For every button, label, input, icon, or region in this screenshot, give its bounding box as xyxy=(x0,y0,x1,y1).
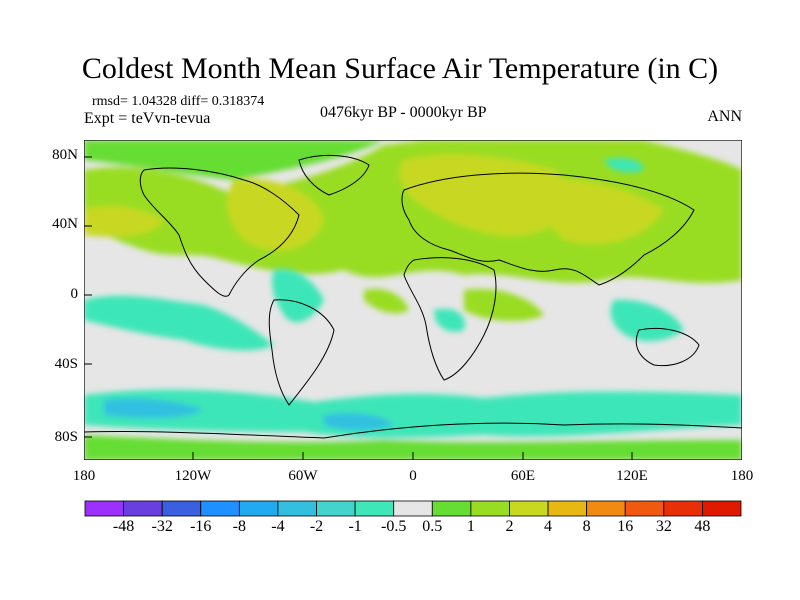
colorbar-label: -0.5 xyxy=(381,518,407,535)
colorbar-label: -48 xyxy=(112,518,135,535)
colorbar-swatch xyxy=(84,500,124,517)
warm-anomaly-fields xyxy=(84,140,742,322)
colorbar-swatch xyxy=(238,500,279,517)
colorbar-swatch xyxy=(431,500,472,517)
colorbar-label: 0.5 xyxy=(422,518,443,535)
north-america-outline xyxy=(139,167,300,297)
colorbar-swatch xyxy=(470,500,510,517)
colorbar-swatch xyxy=(624,500,665,517)
colorbar-swatch xyxy=(200,500,240,517)
australia-outline xyxy=(635,327,700,367)
lon-tick-60e: 60E xyxy=(510,468,536,484)
colorbar-swatch xyxy=(393,500,433,517)
experiment-label: Expt = teVvn-tevua xyxy=(84,110,211,127)
season-label: ANN xyxy=(707,108,742,125)
greenland-outline xyxy=(298,155,370,196)
lat-tick-80n: 80N xyxy=(52,147,78,163)
colorbar-swatch xyxy=(663,500,703,517)
eurasia-outline xyxy=(401,172,695,286)
colorbar-label: 48 xyxy=(694,518,711,535)
lat-tick-40n: 40N xyxy=(52,216,78,232)
period-label: 0476kyr BP - 0000kyr BP xyxy=(320,104,487,121)
colorbar-swatch xyxy=(161,500,202,517)
continent-outlines xyxy=(84,155,742,439)
colorbar-swatch xyxy=(702,500,742,517)
colorbar-label: -32 xyxy=(151,518,173,535)
south-america-outline xyxy=(268,299,335,406)
stats-text: rmsd= 1.04328 diff= 0.318374 xyxy=(92,94,265,109)
map-title: Coldest Month Mean Surface Air Temperatu… xyxy=(81,52,719,85)
colorbar-swatch xyxy=(316,500,356,517)
lat-tick-0: 0 xyxy=(70,286,79,302)
colorbar-swatch xyxy=(123,500,163,517)
temperature-map xyxy=(84,140,742,460)
lon-tick-120e: 120E xyxy=(616,468,648,484)
colorbar-label: -4 xyxy=(271,518,285,535)
colorbar-swatch xyxy=(277,500,317,517)
colorbar-swatch xyxy=(586,500,626,517)
lon-tick-180w: 180 xyxy=(72,468,96,484)
colorbar-label: -8 xyxy=(232,518,246,535)
colorbar-swatch xyxy=(354,500,395,517)
antarctica-outline xyxy=(84,422,742,439)
lat-tick-40s: 40S xyxy=(54,356,78,372)
lon-tick-60w: 60W xyxy=(288,468,318,484)
lon-tick-0: 0 xyxy=(409,468,417,484)
colorbar-label: -16 xyxy=(190,518,212,535)
colorbar-label: 8 xyxy=(582,518,591,535)
colorbar-label: 4 xyxy=(544,518,553,535)
colorbar-label: -1 xyxy=(348,518,362,535)
colorbar-swatch xyxy=(509,500,549,517)
colorbar-label: -2 xyxy=(309,518,324,535)
axis-ticks xyxy=(84,156,633,460)
colorbar xyxy=(84,500,742,517)
africa-outline xyxy=(403,257,497,381)
colorbar-swatch xyxy=(547,500,588,517)
colorbar-label: 1 xyxy=(466,518,475,535)
lon-tick-120w: 120W xyxy=(174,468,212,484)
colorbar-label: 32 xyxy=(655,518,672,535)
lon-tick-180e: 180 xyxy=(730,468,754,484)
colorbar-label: 16 xyxy=(617,518,634,535)
colorbar-label: 2 xyxy=(505,518,514,535)
cool-anomaly-fields xyxy=(84,158,742,460)
lat-tick-80s: 80S xyxy=(54,429,78,445)
